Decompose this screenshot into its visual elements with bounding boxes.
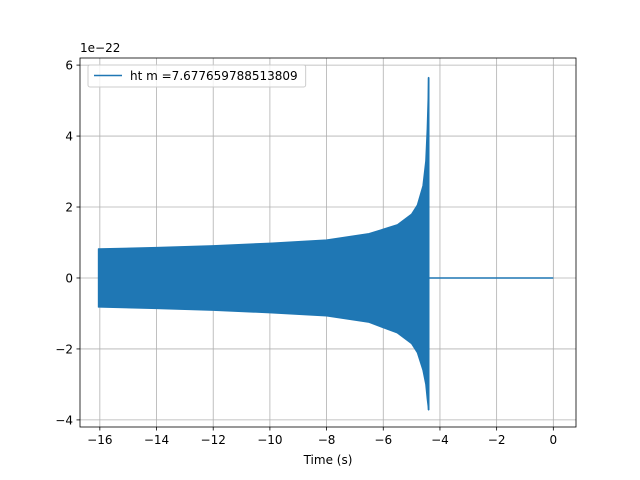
y-tick-label: 6 xyxy=(65,59,73,73)
y-offset-label: 1e−22 xyxy=(80,41,120,55)
x-axis-ticks: −16 −14 −12 −10 −8 −6 −4 −2 0 xyxy=(87,427,557,447)
x-tick-label: −8 xyxy=(318,433,336,447)
series-envelope xyxy=(97,76,430,411)
y-tick-label: −4 xyxy=(55,413,73,427)
y-tick-label: −2 xyxy=(55,342,73,356)
x-tick-label: −14 xyxy=(144,433,169,447)
axes-frame xyxy=(79,57,577,428)
legend-entry: ht m =7.677659788513809 xyxy=(130,69,298,83)
x-tick-label: −4 xyxy=(431,433,449,447)
x-tick-label: −12 xyxy=(201,433,226,447)
x-tick-label: −10 xyxy=(257,433,282,447)
x-tick-label: −6 xyxy=(374,433,392,447)
x-tick-label: −2 xyxy=(488,433,506,447)
legend-box xyxy=(87,64,307,88)
y-tick-label: 0 xyxy=(65,271,73,285)
plot-area xyxy=(97,76,554,411)
legend: ht m =7.677659788513809 xyxy=(87,64,307,88)
y-axis-ticks: −4 −2 0 2 4 6 xyxy=(55,59,80,427)
x-axis-label: Time (s) xyxy=(303,453,353,467)
grid-lines xyxy=(80,58,576,427)
x-tick-label: 0 xyxy=(550,433,558,447)
y-tick-label: 2 xyxy=(65,201,73,215)
y-tick-label: 4 xyxy=(65,130,73,144)
x-tick-label: −16 xyxy=(87,433,112,447)
